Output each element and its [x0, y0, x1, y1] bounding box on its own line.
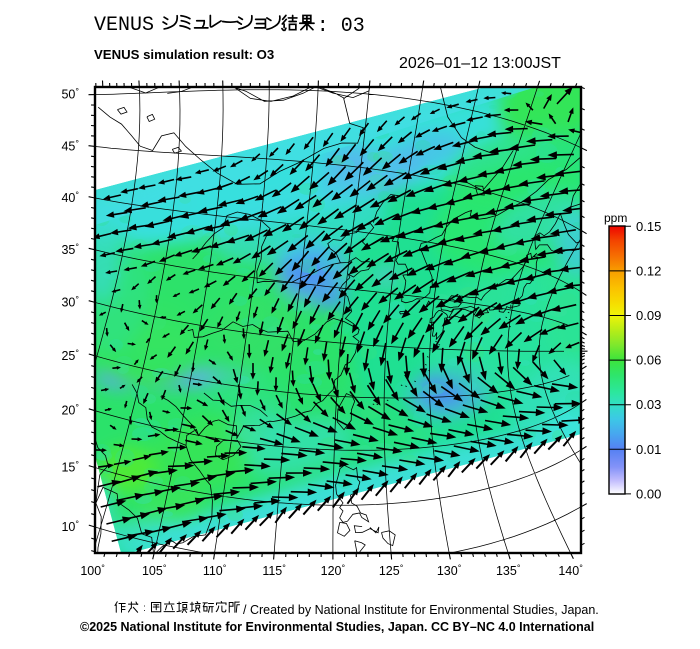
svg-text:100°: 100° [80, 563, 105, 578]
svg-text:0.15: 0.15 [636, 219, 661, 234]
svg-text:0.03: 0.03 [636, 397, 661, 412]
svg-text:140°: 140° [558, 563, 583, 578]
svg-text:2026–01–12 13:00JST: 2026–01–12 13:00JST [399, 55, 561, 72]
svg-text:25°: 25° [61, 348, 79, 363]
svg-text:40°: 40° [61, 190, 79, 205]
svg-text:0.06: 0.06 [636, 353, 661, 368]
svg-text:0.09: 0.09 [636, 308, 661, 323]
svg-text:120°: 120° [321, 563, 346, 578]
svg-text:135°: 135° [496, 563, 521, 578]
svg-text:45°: 45° [61, 138, 79, 153]
svg-text:10°: 10° [61, 519, 79, 534]
svg-text:105°: 105° [142, 563, 167, 578]
svg-text:110°: 110° [203, 563, 227, 578]
svg-text:15°: 15° [61, 460, 79, 475]
svg-text:130°: 130° [437, 563, 462, 578]
svg-text:: 03: : 03 [317, 15, 365, 38]
svg-text:0.01: 0.01 [636, 442, 661, 457]
svg-text:125°: 125° [379, 563, 404, 578]
svg-text:50°: 50° [61, 87, 79, 102]
svg-text:©2025 National Institute for E: ©2025 National Institute for Environment… [80, 620, 594, 634]
svg-text:35°: 35° [61, 242, 79, 257]
svg-text:0.12: 0.12 [636, 263, 661, 278]
svg-text:VENUS: VENUS [94, 14, 154, 37]
svg-text:20°: 20° [61, 403, 79, 418]
svg-text:0.00: 0.00 [636, 486, 661, 501]
svg-text:ppm: ppm [604, 211, 627, 225]
svg-text:VENUS simulation result: O3: VENUS simulation result: O3 [94, 47, 274, 62]
svg-text:115°: 115° [262, 563, 286, 578]
svg-text:30°: 30° [61, 294, 79, 309]
svg-text:/ Created by National Institut: / Created by National Institute for Envi… [243, 603, 599, 617]
